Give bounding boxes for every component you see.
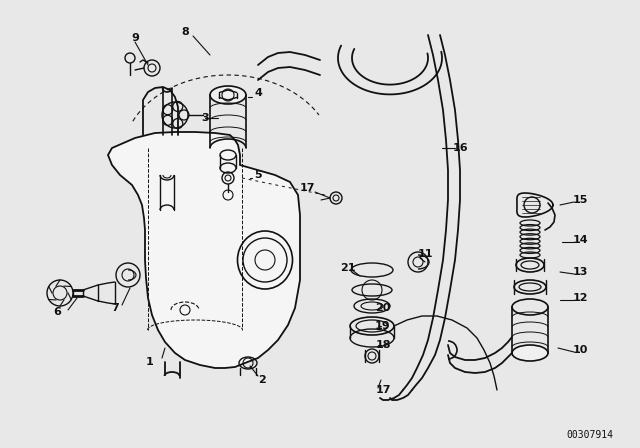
Circle shape [524, 197, 540, 213]
Text: 11: 11 [417, 249, 433, 259]
Text: 14: 14 [572, 235, 588, 245]
Text: 5: 5 [254, 170, 262, 180]
Text: 2: 2 [258, 375, 266, 385]
Text: 18: 18 [375, 340, 391, 350]
Text: 17: 17 [300, 183, 315, 193]
Text: 20: 20 [375, 303, 390, 313]
Text: 3: 3 [201, 113, 209, 123]
Text: 1: 1 [146, 357, 154, 367]
Text: 6: 6 [53, 307, 61, 317]
Polygon shape [108, 132, 300, 368]
Ellipse shape [210, 86, 246, 104]
Ellipse shape [512, 345, 548, 361]
Text: 19: 19 [375, 321, 391, 331]
Text: 13: 13 [572, 267, 588, 277]
Text: 7: 7 [111, 303, 119, 313]
Text: 00307914: 00307914 [566, 430, 614, 440]
Text: 4: 4 [254, 88, 262, 98]
Text: 21: 21 [340, 263, 356, 273]
Text: 16: 16 [452, 143, 468, 153]
Text: 12: 12 [572, 293, 588, 303]
Text: 10: 10 [572, 345, 588, 355]
Text: 15: 15 [572, 195, 588, 205]
Text: 17: 17 [375, 385, 391, 395]
Text: 8: 8 [181, 27, 189, 37]
Text: 9: 9 [131, 33, 139, 43]
